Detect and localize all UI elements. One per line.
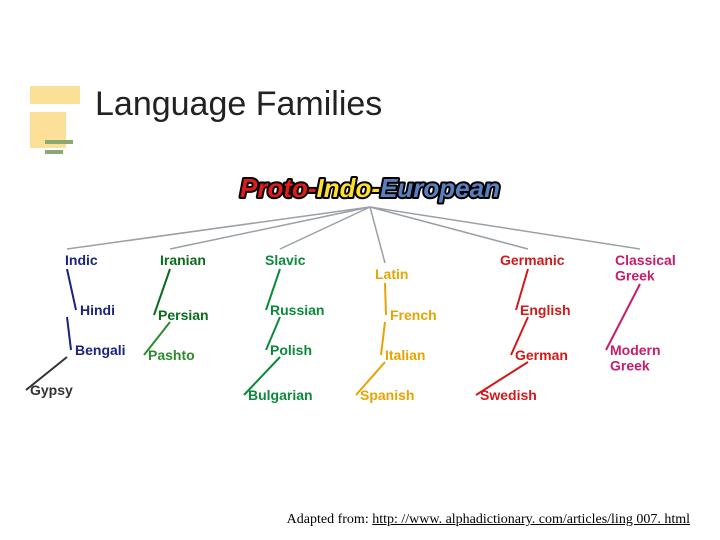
language-modern-greek: ModernGreek — [610, 342, 661, 373]
family-germanic: Germanic — [500, 252, 565, 268]
accent-bar — [30, 86, 80, 104]
family-slavic: Slavic — [265, 252, 306, 268]
language-bengali: Bengali — [75, 342, 126, 358]
language-persian: Persian — [158, 307, 209, 323]
root-label: Proto-Indo-European — [240, 175, 500, 203]
sub-branch-line — [67, 269, 76, 310]
sub-branch-line — [385, 283, 386, 315]
citation-prefix: Adapted from: — [287, 512, 373, 527]
branch-line — [370, 207, 385, 263]
language-italian: Italian — [385, 347, 425, 363]
language-pashto: Pashto — [148, 347, 195, 363]
family-latin: Latin — [375, 266, 408, 282]
language-hindi: Hindi — [80, 302, 115, 318]
citation: Adapted from: http: //www. alphadictiona… — [287, 512, 690, 528]
language-swedish: Swedish — [480, 387, 537, 403]
language-bulgarian: Bulgarian — [248, 387, 313, 403]
accent-tick-2 — [45, 150, 63, 154]
citation-link[interactable]: http: //www. alphadictionary. com/articl… — [372, 512, 690, 527]
language-polish: Polish — [270, 342, 312, 358]
language-gypsy: Gypsy — [30, 382, 73, 398]
language-french: French — [390, 307, 437, 323]
language-tree-diagram: Proto-Indo-European Indic Iranian Slavic Lat… — [20, 175, 700, 435]
sub-branch-line — [606, 284, 640, 350]
sub-branch-line — [67, 317, 71, 350]
family-indic: Indic — [65, 252, 98, 268]
language-german: German — [515, 347, 568, 363]
language-english: English — [520, 302, 571, 318]
branch-line — [170, 207, 370, 249]
language-spanish: Spanish — [360, 387, 414, 403]
language-russian: Russian — [270, 302, 324, 318]
accent-tick-1 — [45, 140, 73, 144]
page-title: Language Families — [95, 85, 382, 124]
family-greek: ClassicalGreek — [615, 252, 676, 283]
family-iranian: Iranian — [160, 252, 206, 268]
